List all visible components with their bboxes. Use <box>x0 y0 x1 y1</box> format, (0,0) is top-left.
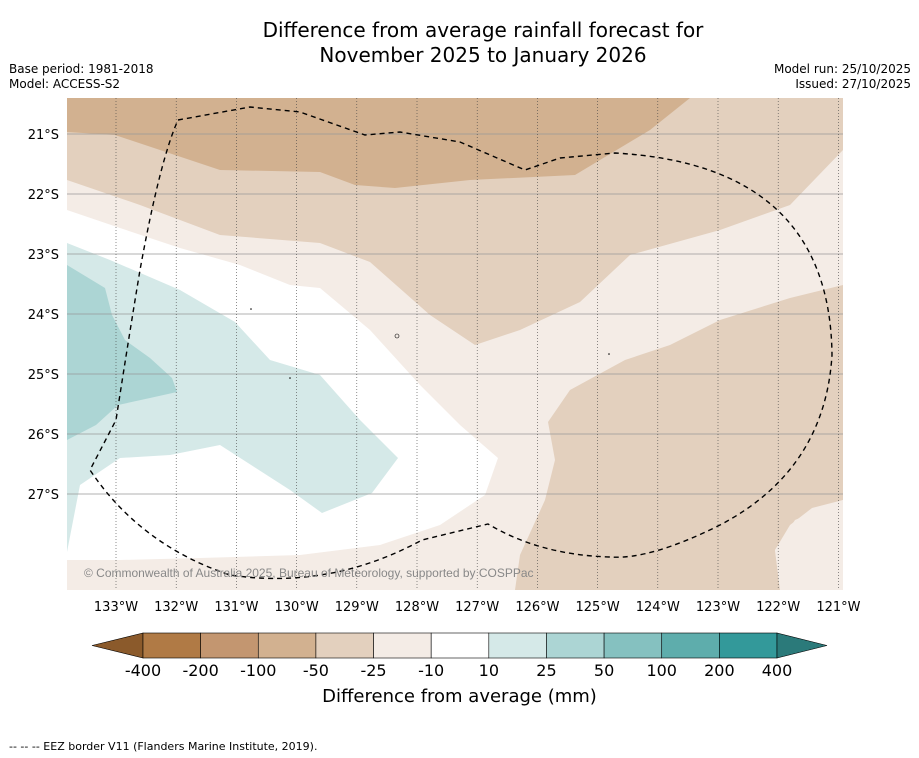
colorbar <box>91 632 828 659</box>
longitude-label: 129°W <box>335 600 379 615</box>
colorbar-segment <box>373 632 432 659</box>
longitude-label: 122°W <box>756 600 800 615</box>
colorbar-segment <box>200 632 259 659</box>
meta-left: Base period: 1981-2018 Model: ACCESS-S2 <box>9 62 154 92</box>
region-wet-10-25 <box>67 243 398 552</box>
latitude-label: 25°S <box>28 368 59 383</box>
copyright-text: © Commonwealth of Australia 2025, Bureau… <box>84 566 534 580</box>
eez-border <box>89 106 833 580</box>
longitude-label: 125°W <box>576 600 620 615</box>
colorbar-tick-label: 200 <box>704 661 735 680</box>
island-marker <box>394 333 400 339</box>
longitude-label: 133°W <box>94 600 138 615</box>
colorbar-segment <box>488 632 547 659</box>
colorbar-tick-label: -10 <box>418 661 445 680</box>
colorbar-tick-label: -400 <box>124 661 162 680</box>
colorbar-segment <box>142 632 201 659</box>
colorbar-tick-label: 10 <box>478 661 499 680</box>
colorbar-extend-high <box>776 632 828 659</box>
colorbar-segment <box>257 632 317 659</box>
latitude-label: 27°S <box>28 488 59 503</box>
latitude-label: 22°S <box>28 188 59 203</box>
latitude-labels: 21°S 22°S 23°S 24°S 25°S 26°S 27°S <box>28 128 59 503</box>
colorbar-tick-label: -200 <box>182 661 219 680</box>
colorbar-title: Difference from average (mm) <box>322 686 597 707</box>
map-area <box>67 98 843 590</box>
latitude-label: 21°S <box>28 128 59 143</box>
region-dry-50-25-south <box>515 285 843 590</box>
model-name: Model: ACCESS-S2 <box>9 77 121 91</box>
colorbar-tick-label: 50 <box>593 661 615 680</box>
base-period: Base period: 1981-2018 <box>9 62 154 76</box>
colorbar-tick-label: 400 <box>761 661 793 680</box>
title-line-2: November 2025 to January 2026 <box>319 43 647 67</box>
colorbar-segment <box>430 632 490 659</box>
colorbar-tick-label: -25 <box>360 661 387 680</box>
longitude-label: 130°W <box>275 600 319 615</box>
longitude-label: 132°W <box>154 600 198 615</box>
title-line-1: Difference from average rainfall forecas… <box>262 18 704 42</box>
colorbar-tick-label: -50 <box>302 661 329 680</box>
map-title: Difference from average rainfall forecas… <box>0 18 919 68</box>
latitude-label: 24°S <box>28 308 59 323</box>
colorbar-segment <box>546 632 605 659</box>
colorbar-tick-label: -100 <box>240 661 277 680</box>
latitude-label: 23°S <box>28 248 59 263</box>
island-marker <box>289 377 291 379</box>
region-wet-25-50 <box>67 265 177 440</box>
colorbar-segment <box>603 632 663 659</box>
issued-date: Issued: 27/10/2025 <box>795 77 911 91</box>
colorbar-segment <box>719 632 778 659</box>
longitude-label: 131°W <box>214 600 258 615</box>
region-dry-25-10-southeast <box>775 500 843 590</box>
longitude-label: 123°W <box>696 600 740 615</box>
grid <box>67 98 843 590</box>
longitude-label: 126°W <box>515 600 559 615</box>
colorbar-extend-low <box>91 632 144 659</box>
colorbar-tick-label: 100 <box>646 661 677 680</box>
island-marker <box>608 353 610 355</box>
island-marker <box>250 308 252 310</box>
longitude-label: 128°W <box>395 600 439 615</box>
latitude-label: 26°S <box>28 428 59 443</box>
longitude-label: 124°W <box>636 600 680 615</box>
model-run: Model run: 25/10/2025 <box>773 62 911 76</box>
longitude-labels: 133°W 132°W 131°W 130°W 129°W 128°W 127°W 126°W… <box>94 600 861 615</box>
eez-footnote: -- -- -- EEZ border V11 (Flanders Marine… <box>9 740 318 753</box>
meta-right: Model run: 25/10/2025 Issued: 27/10/2025 <box>774 62 911 92</box>
colorbar-segment <box>315 632 374 659</box>
colorbar-segment <box>661 632 720 659</box>
longitude-label: 121°W <box>816 600 860 615</box>
longitude-label: 127°W <box>455 600 499 615</box>
colorbar-tick-label: 25 <box>536 661 557 680</box>
region-dry-100-50 <box>67 98 690 188</box>
